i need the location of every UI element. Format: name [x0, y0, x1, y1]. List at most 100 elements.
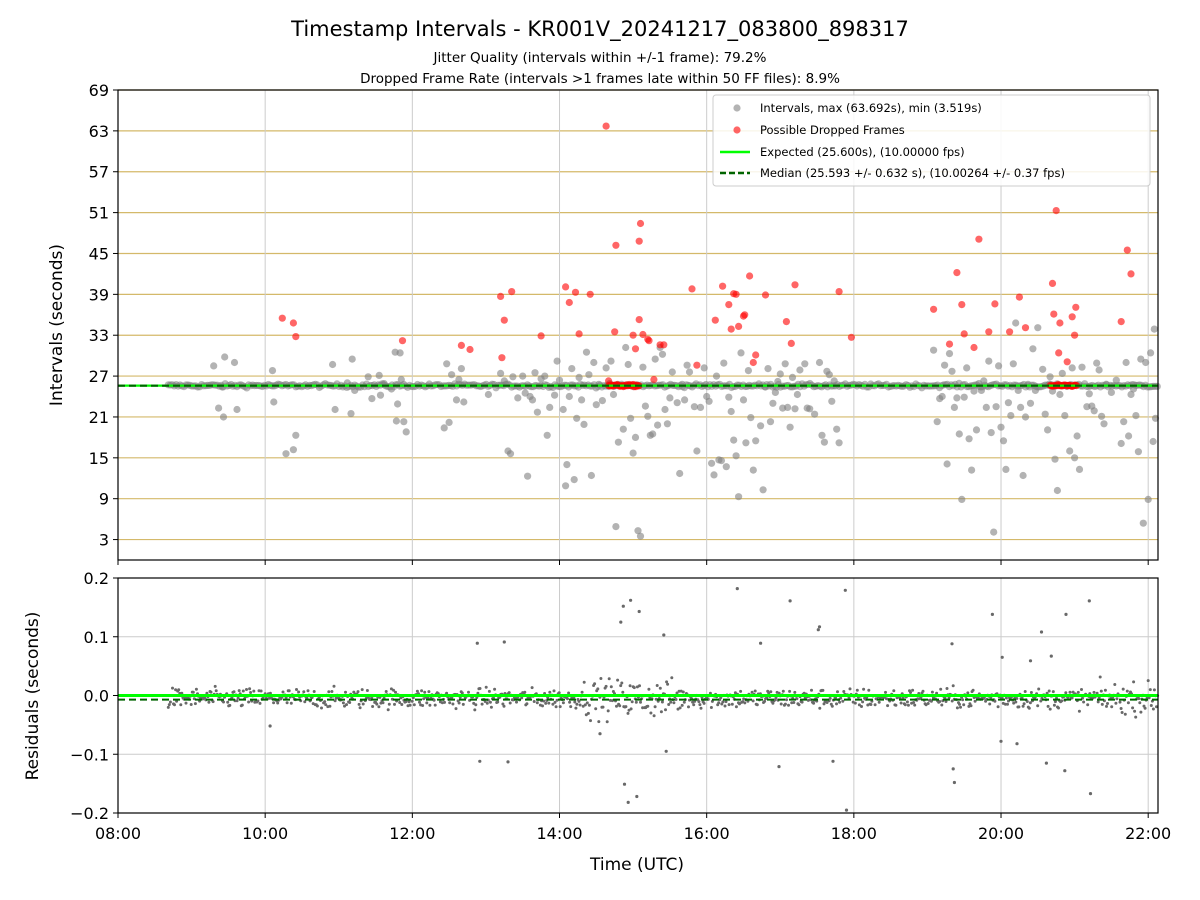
residual-band-marker — [551, 702, 555, 706]
dropped-frame-point — [930, 305, 938, 313]
interval-point — [710, 471, 718, 479]
residual-band-marker — [1037, 687, 1041, 691]
residual-band-marker — [189, 703, 193, 706]
residuals-y-axis-label: Residuals (seconds) — [23, 612, 43, 781]
interval-point — [1085, 390, 1093, 398]
residual-band-marker — [652, 714, 656, 718]
interval-point — [598, 397, 607, 405]
dropped-frame-point — [500, 316, 508, 324]
interval-point — [402, 428, 410, 436]
interval-point — [747, 414, 755, 422]
residual-band-marker — [944, 700, 948, 703]
interval-point — [1090, 407, 1098, 415]
residual-band-marker — [950, 699, 954, 703]
intervals-ytick-label: 63 — [89, 122, 109, 141]
residual-band-marker — [320, 706, 323, 710]
interval-point — [960, 393, 968, 401]
residual-band-marker — [926, 702, 930, 705]
residual-band-marker — [628, 684, 632, 688]
residual-band-marker — [433, 703, 437, 707]
residual-band-marker — [567, 691, 571, 695]
interval-point — [1075, 465, 1084, 473]
residual-band-marker — [211, 700, 215, 704]
interval-point — [531, 369, 539, 377]
residual-point — [1087, 599, 1091, 603]
interval-point — [985, 357, 993, 365]
dropped-frame-point — [537, 332, 545, 340]
interval-point — [1002, 465, 1010, 473]
residual-band-marker — [297, 690, 301, 694]
residual-point — [999, 739, 1003, 743]
interval-point — [448, 371, 456, 379]
interval-point — [968, 466, 976, 474]
residual-band-marker — [771, 701, 775, 705]
residual-band-marker — [230, 696, 234, 700]
residual-band-marker — [639, 700, 642, 704]
residual-band-marker — [621, 690, 625, 694]
residual-band-marker — [485, 701, 489, 705]
dropped-frame-point — [636, 219, 645, 228]
dropped-frame-point — [958, 301, 966, 309]
residual-band-marker — [894, 703, 898, 707]
residual-band-marker — [1155, 705, 1158, 709]
residual-band-marker — [1149, 704, 1153, 707]
residual-band-marker — [842, 690, 846, 693]
residual-band-marker — [655, 684, 659, 687]
dropped-frame-point — [457, 341, 465, 349]
residual-band-marker — [356, 690, 360, 694]
residual-band-marker — [394, 690, 397, 694]
residual-band-marker — [812, 701, 816, 705]
residual-band-marker — [996, 705, 1000, 709]
residual-band-marker — [1123, 712, 1127, 716]
residual-band-marker — [460, 691, 464, 695]
interval-point — [506, 450, 515, 458]
residual-band-marker — [959, 705, 962, 709]
interval-point — [221, 353, 229, 361]
residual-band-marker — [755, 703, 759, 707]
residuals-y-axis: −0.2 −0.1 0.0 0.1 0.2 — [70, 569, 118, 823]
dropped-frame-point — [1050, 310, 1058, 318]
residual-band-marker — [425, 701, 429, 705]
residual-band-marker — [392, 688, 395, 692]
interval-point — [722, 463, 730, 471]
interval-point — [546, 403, 554, 411]
interval-point — [833, 425, 841, 433]
residual-band-marker — [1114, 701, 1118, 705]
residual-band-marker — [793, 690, 797, 694]
residual-band-marker — [836, 690, 839, 694]
interval-point — [766, 418, 775, 426]
residual-band-marker — [548, 690, 552, 694]
residual-band-marker — [723, 704, 727, 708]
interval-point — [644, 412, 652, 420]
residual-band-marker — [738, 702, 741, 706]
residual-band-marker — [476, 691, 480, 695]
interval-point — [543, 431, 551, 439]
residual-band-marker — [194, 687, 198, 691]
interval-point — [1150, 325, 1158, 333]
residual-band-marker — [247, 700, 251, 704]
interval-point — [1098, 412, 1106, 420]
residual-band-marker — [348, 701, 352, 704]
residual-band-marker — [630, 700, 634, 704]
residual-band-marker — [232, 690, 236, 694]
interval-point — [331, 405, 339, 414]
interval-point — [666, 394, 674, 402]
dropped-frame-point — [1071, 331, 1079, 339]
interval-point — [519, 372, 527, 380]
residuals-xtick-label: 08:00 — [95, 824, 141, 843]
residual-band-marker — [236, 696, 240, 700]
interval-point — [1073, 432, 1081, 440]
residual-band-marker — [818, 706, 822, 710]
residual-band-marker — [333, 699, 337, 703]
residual-band-marker — [177, 688, 181, 692]
residual-band-marker — [489, 705, 493, 709]
interval-point — [708, 459, 716, 467]
residual-band-marker — [167, 703, 171, 707]
interval-point — [440, 424, 448, 432]
interval-point — [1061, 412, 1069, 420]
residual-band-marker — [692, 703, 696, 707]
residual-band-marker — [324, 703, 328, 707]
residual-band-marker — [664, 708, 667, 712]
residual-band-marker — [697, 700, 701, 704]
